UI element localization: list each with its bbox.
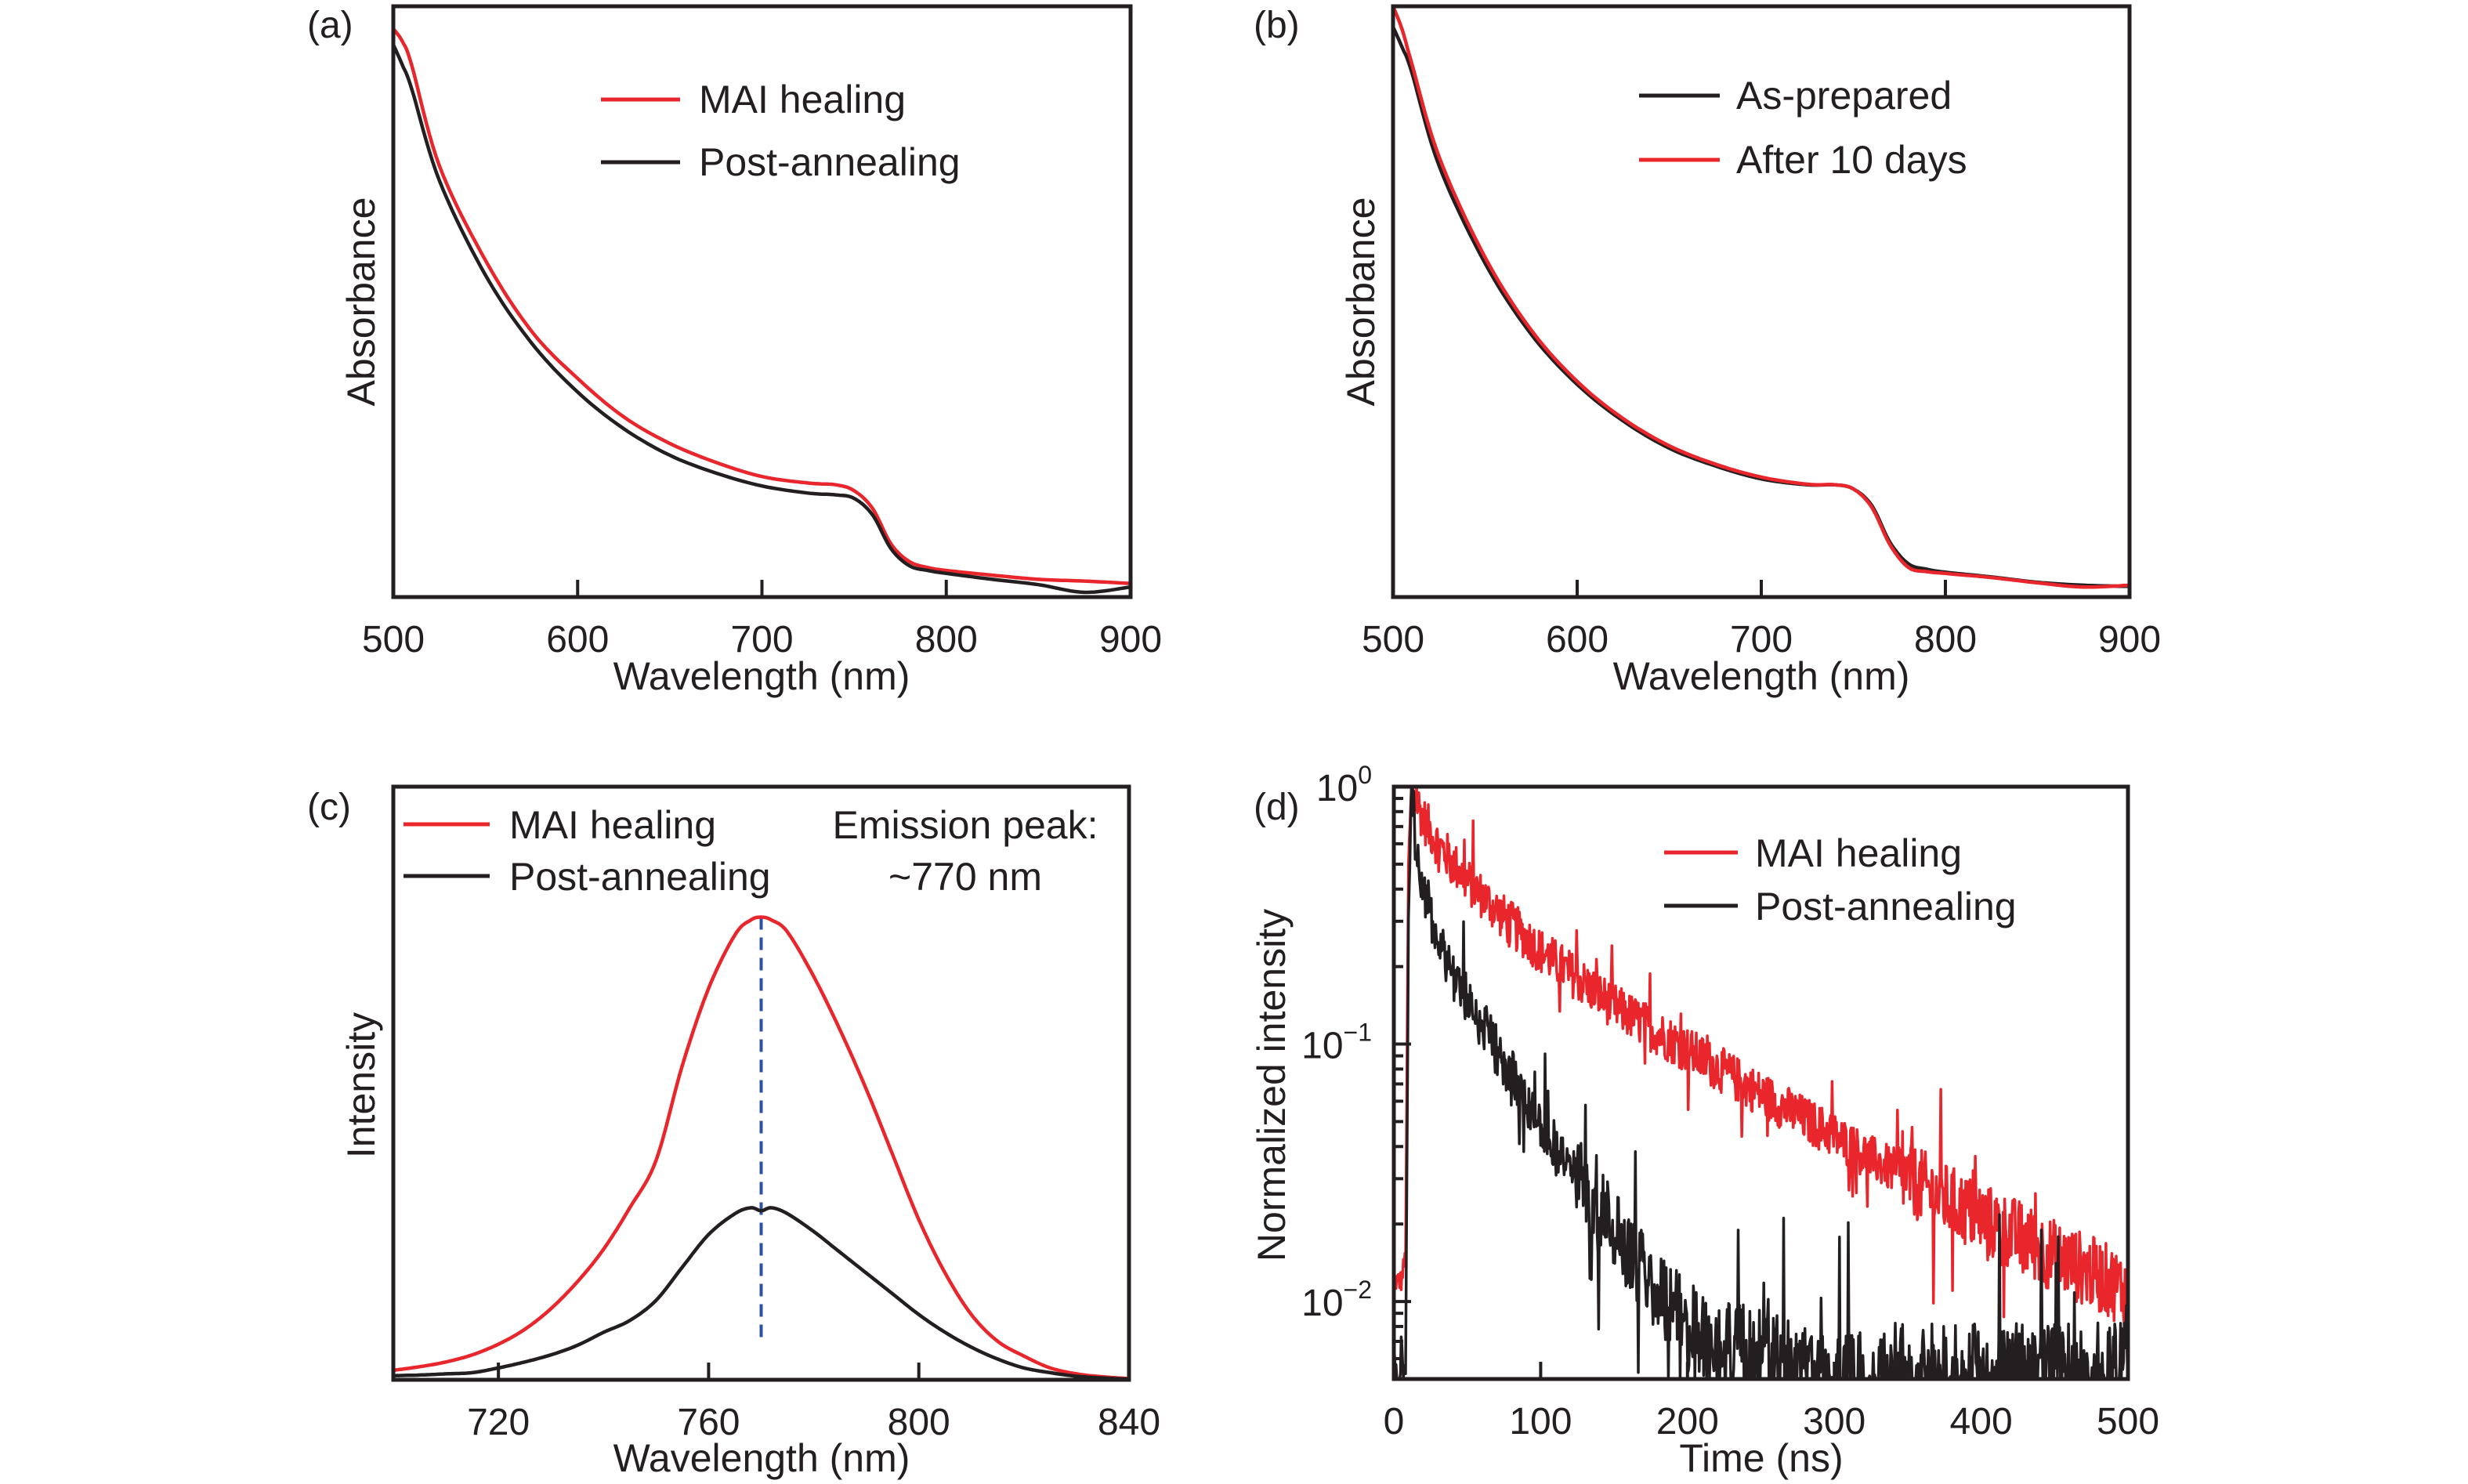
series-layer-b	[1393, 6, 2130, 589]
legend-a: MAI healing Post-annealing	[601, 78, 961, 184]
x-tick-label-d-500: 500	[2097, 1401, 2159, 1442]
x-tick-label-b-500: 500	[1362, 619, 1424, 661]
x-tick-label-c-760: 760	[677, 1402, 740, 1443]
x-tick-label-d-400: 400	[1950, 1401, 2013, 1442]
y-axis-label-b: Absorbance	[1339, 197, 1383, 407]
x-ticks-c: 720 760 800 840	[467, 1363, 1160, 1443]
legend-c: MAI healing Post-annealing	[403, 803, 771, 899]
series-line-b-after-10-days	[1393, 6, 2130, 589]
series-line-c-mai-healing	[393, 915, 1129, 1380]
panel-d: (d) 0 100 200 300 400 500 100 10−1 10−2 Time (n…	[1250, 761, 2159, 1480]
x-tick-label-d-0: 0	[1384, 1401, 1405, 1442]
legend-d: MAI healing Post-annealing	[1664, 831, 2017, 928]
series-layer-c	[393, 915, 1129, 1380]
series-line-d-mai-healing	[1394, 787, 2128, 1327]
legend-label-c-0: MAI healing	[509, 803, 716, 847]
series-layer-a	[393, 27, 1131, 595]
y-tick-label-d-1: 10−1	[1301, 1019, 1372, 1067]
plot-frame-c	[391, 784, 1131, 1382]
x-axis-label-a: Wavelength (nm)	[613, 654, 910, 698]
legend-label-c-1: Post-annealing	[509, 855, 771, 899]
x-tick-label-d-300: 300	[1803, 1401, 1865, 1442]
x-tick-label-b-800: 800	[1914, 619, 1977, 661]
x-tick-label-c-800: 800	[888, 1402, 950, 1443]
series-line-a-mai-healing	[393, 27, 1131, 585]
x-tick-label-a-700: 700	[730, 619, 793, 661]
legend-b: As-prepared After 10 days	[1639, 74, 1967, 182]
x-tick-label-b-600: 600	[1546, 619, 1609, 661]
annotation-emission-peak-line1: Emission peak:	[832, 803, 1098, 847]
series-layer-d	[1394, 787, 2128, 1379]
y-axis-label-c: Intensity	[339, 1012, 383, 1158]
legend-label-a-1: Post-annealing	[699, 140, 961, 184]
panel-label-b: (b)	[1254, 5, 1300, 46]
x-tick-label-d-200: 200	[1656, 1401, 1719, 1442]
x-ticks-d: 0 100 200 300 400 500	[1384, 1362, 2159, 1442]
x-tick-label-b-700: 700	[1730, 619, 1793, 661]
x-ticks-a: 500 600 700 800 900	[362, 580, 1162, 661]
legend-label-b-0: As-prepared	[1736, 74, 1952, 118]
x-tick-label-b-900: 900	[2098, 619, 2161, 661]
x-tick-label-c-840: 840	[1098, 1402, 1160, 1443]
x-tick-label-a-800: 800	[915, 619, 978, 661]
x-tick-label-a-500: 500	[362, 619, 425, 661]
x-tick-label-d-100: 100	[1509, 1401, 1572, 1442]
x-axis-label-b: Wavelength (nm)	[1613, 654, 1910, 698]
series-line-d-post-annealing	[1394, 787, 2128, 1379]
series-line-c-post-annealing	[393, 1206, 1129, 1380]
y-tick-label-d-0: 100	[1316, 761, 1372, 809]
x-axis-label-d: Time (ns)	[1679, 1436, 1843, 1480]
x-tick-label-a-600: 600	[546, 619, 609, 661]
y-tick-label-d-2: 10−2	[1301, 1276, 1372, 1324]
legend-label-b-1: After 10 days	[1736, 138, 1967, 182]
panel-label-d: (d)	[1254, 787, 1300, 828]
series-line-a-post-annealing	[393, 44, 1131, 595]
annotation-emission-peak-line2: ~770 nm	[888, 855, 1042, 899]
x-tick-label-a-900: 900	[1099, 619, 1162, 661]
y-axis-label-d: Normalized intensity	[1250, 909, 1294, 1261]
legend-label-a-0: MAI healing	[699, 78, 906, 121]
panel-a: (a) 500 600 700 800 900 Wavelength (nm) Abso…	[307, 4, 1162, 698]
y-ticks-d: 100 10−1 10−2	[1301, 761, 1411, 1381]
panel-label-c: (c)	[307, 787, 351, 828]
x-tick-label-c-720: 720	[467, 1402, 530, 1443]
x-axis-label-c: Wavelength (nm)	[613, 1436, 910, 1480]
panel-label-a: (a)	[307, 5, 353, 46]
legend-label-d-1: Post-annealing	[1755, 885, 2017, 928]
panel-c: (c) 720 760 800 840 Wavelength (nm) Intensi…	[307, 784, 1160, 1480]
x-ticks-b: 500 600 700 800 900	[1362, 580, 2161, 661]
panel-b: (b) 500 600 700 800 900 Wavelength (nm) Abso…	[1254, 4, 2161, 698]
legend-label-d-0: MAI healing	[1755, 831, 1962, 875]
y-axis-label-a: Absorbance	[339, 197, 383, 407]
